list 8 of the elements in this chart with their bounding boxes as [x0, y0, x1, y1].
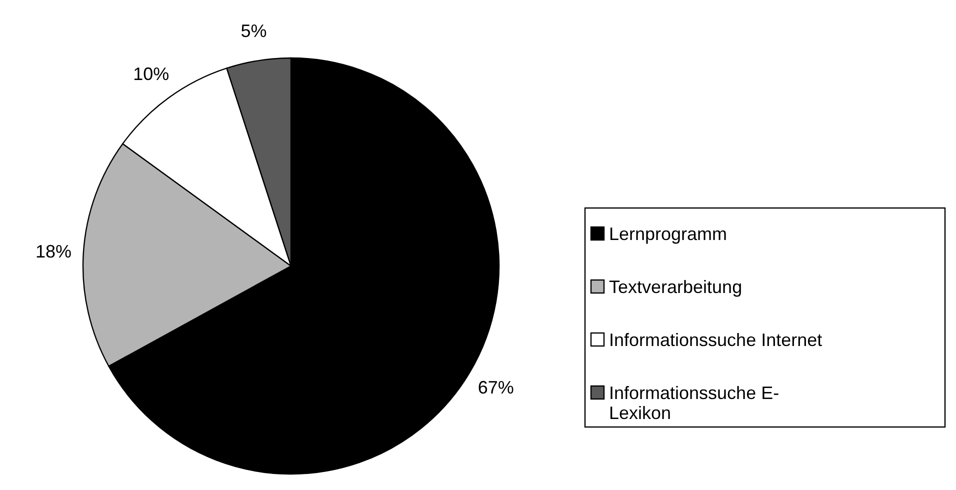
data-label: 67% [478, 377, 514, 398]
legend-label: Lernprogramm [609, 224, 728, 244]
legend-label: Informationssuche Internet [609, 330, 822, 350]
data-label: 18% [35, 241, 72, 262]
legend-label: Textverarbeitung [609, 277, 742, 297]
data-label: 10% [133, 64, 170, 84]
data-label: 5% [240, 21, 267, 42]
legend-label: Informationssuche E-Lexikon [609, 383, 780, 423]
